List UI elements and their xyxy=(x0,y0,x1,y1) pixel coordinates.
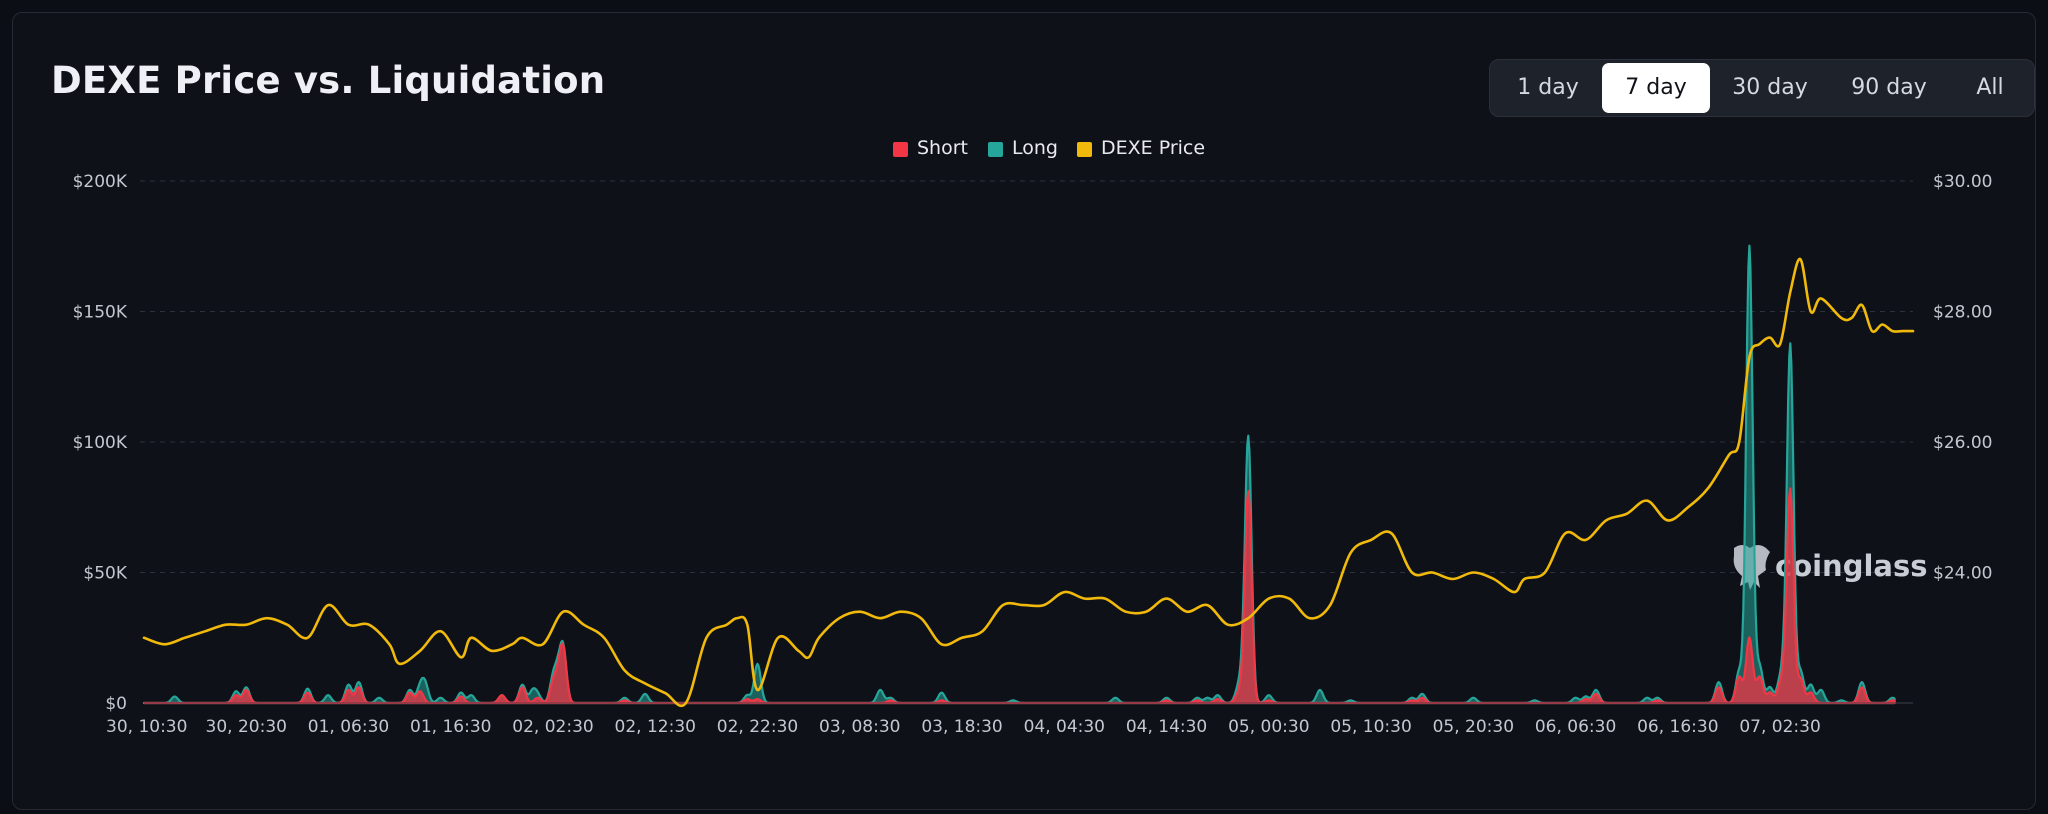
x-tick-label: 05, 10:30 xyxy=(1330,717,1411,737)
legend-swatch-dexe-price xyxy=(1077,142,1092,157)
y-left-tick-label: $200K xyxy=(73,172,128,192)
y-right-tick-label: $26.00 xyxy=(1933,433,1992,453)
x-tick-label: 02, 02:30 xyxy=(512,717,593,737)
range-7-day-button[interactable]: 7 day xyxy=(1602,63,1710,113)
range-all-button[interactable]: All xyxy=(1976,75,2004,100)
x-tick-label: 04, 04:30 xyxy=(1024,717,1105,737)
legend-label-long: Long xyxy=(1012,137,1058,159)
x-tick-label: 03, 08:30 xyxy=(819,717,900,737)
chart-card: DEXE Price vs. Liquidation 1 day 7 day 3… xyxy=(12,12,2036,810)
x-tick-label: 03, 18:30 xyxy=(921,717,1002,737)
x-tick-label: 30, 10:30 xyxy=(106,717,187,737)
y-right-tick-label: $28.00 xyxy=(1933,303,1992,323)
legend-label-dexe-price: DEXE Price xyxy=(1101,137,1206,159)
legend-swatch-short xyxy=(893,142,908,157)
long-liquidation-area xyxy=(142,244,1896,705)
x-tick-label: 06, 16:30 xyxy=(1637,717,1718,737)
short-liquidation-area xyxy=(142,487,1896,705)
y-right-tick-label: $30.00 xyxy=(1933,172,1992,192)
y-left-tick-label: $50K xyxy=(83,564,127,584)
legend-label-short: Short xyxy=(917,137,968,159)
chart-title: DEXE Price vs. Liquidation xyxy=(51,59,606,102)
x-tick-label: 04, 14:30 xyxy=(1126,717,1207,737)
x-tick-label: 01, 16:30 xyxy=(410,717,491,737)
x-tick-label: 05, 00:30 xyxy=(1228,717,1309,737)
range-1-day-button[interactable]: 1 day xyxy=(1517,75,1579,100)
x-tick-label: 02, 22:30 xyxy=(717,717,798,737)
dexe-price-line xyxy=(142,257,1915,708)
range-30-day-button[interactable]: 30 day xyxy=(1732,75,1808,100)
x-tick-label: 30, 20:30 xyxy=(206,717,287,737)
x-tick-label: 02, 12:30 xyxy=(615,717,696,737)
y-left-tick-label: $100K xyxy=(73,433,128,453)
x-tick-label: 07, 02:30 xyxy=(1739,717,1820,737)
x-tick-label: 01, 06:30 xyxy=(308,717,389,737)
x-tick-label: 05, 20:30 xyxy=(1433,717,1514,737)
x-tick-label: 06, 06:30 xyxy=(1535,717,1616,737)
y-left-tick-label: $0 xyxy=(105,694,127,714)
time-range-selector: 1 day 7 day 30 day 90 day All xyxy=(1489,59,2035,117)
y-left-tick-label: $150K xyxy=(73,303,128,323)
range-90-day-button[interactable]: 90 day xyxy=(1851,75,1927,100)
y-right-tick-label: $24.00 xyxy=(1933,564,1992,584)
legend-swatch-long xyxy=(988,142,1003,157)
watermark-text: coinglass xyxy=(1775,549,1928,583)
